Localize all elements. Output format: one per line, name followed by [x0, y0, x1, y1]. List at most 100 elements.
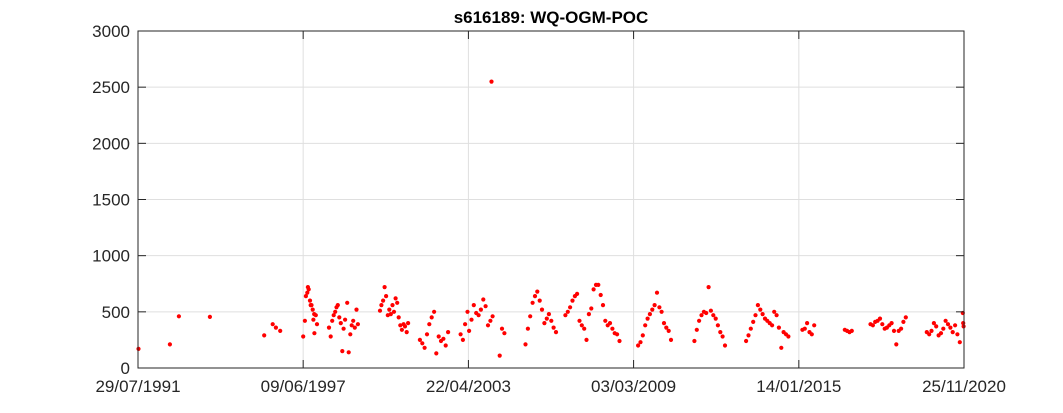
data-point [432, 309, 437, 314]
data-point [478, 307, 483, 312]
data-point [615, 332, 620, 337]
y-tick-label: 500 [102, 303, 130, 322]
data-point [692, 338, 697, 344]
data-point [927, 332, 932, 337]
data-point [446, 330, 451, 335]
data-point [929, 328, 934, 333]
data-point [575, 291, 580, 296]
data-point [388, 312, 393, 317]
data-point [436, 334, 441, 339]
data-point [535, 289, 540, 294]
data-point [393, 296, 398, 301]
data-point [772, 309, 777, 314]
x-tick-label: 22/04/2003 [426, 377, 511, 396]
y-tick-label: 2500 [92, 78, 130, 97]
data-point [338, 321, 343, 326]
data-point [399, 327, 404, 332]
data-point [713, 316, 718, 321]
data-point [659, 309, 664, 314]
x-tick-label: 03/03/2009 [591, 377, 676, 396]
data-point [528, 314, 533, 319]
data-point [551, 325, 556, 330]
data-point [404, 330, 409, 335]
data-point [465, 309, 470, 314]
data-point [525, 326, 531, 331]
data-point [938, 331, 944, 336]
data-point [537, 298, 542, 303]
data-point [207, 314, 212, 319]
data-point [488, 318, 493, 323]
data-point [891, 328, 897, 333]
data-point [638, 340, 643, 345]
data-point [568, 305, 573, 310]
data-point [760, 312, 765, 317]
data-point [337, 315, 342, 320]
data-point [427, 322, 432, 327]
data-point [391, 309, 397, 314]
data-point [744, 338, 749, 344]
data-point [582, 326, 587, 331]
data-point [668, 337, 674, 342]
data-point [931, 321, 937, 326]
data-point [460, 337, 465, 342]
data-point [345, 300, 350, 305]
x-tick-label: 25/11/2020 [922, 377, 1006, 396]
data-point [549, 318, 554, 323]
data-point [395, 300, 400, 305]
data-point [661, 321, 667, 326]
data-point [779, 345, 784, 350]
data-point [877, 316, 883, 321]
data-point [542, 321, 547, 326]
data-point [343, 317, 348, 322]
data-point [406, 321, 411, 326]
data-point [586, 312, 592, 317]
data-point [647, 312, 653, 317]
data-point [354, 307, 359, 312]
data-point [607, 321, 613, 326]
data-point [489, 79, 494, 84]
data-point [589, 306, 594, 311]
data-point [579, 323, 584, 328]
data-point [955, 332, 960, 337]
data-point [417, 337, 422, 342]
data-point [694, 327, 699, 332]
data-point [328, 334, 333, 339]
data-point [390, 303, 395, 308]
data-point [485, 323, 491, 328]
data-point [167, 342, 172, 347]
data-point [657, 305, 662, 310]
data-point [636, 343, 641, 348]
data-point [805, 321, 810, 326]
data-point [666, 328, 671, 333]
data-point [333, 309, 338, 314]
data-point [382, 285, 387, 290]
data-point [532, 294, 538, 299]
data-point [903, 315, 908, 320]
data-point [377, 308, 383, 313]
data-point [546, 312, 552, 317]
data-point [889, 321, 894, 326]
data-point [330, 318, 335, 323]
data-point [490, 314, 495, 319]
data-point [381, 298, 386, 303]
data-point [481, 297, 486, 302]
data-point [301, 334, 306, 339]
data-point [544, 316, 549, 321]
data-point [335, 303, 340, 308]
data-point [617, 338, 622, 344]
data-point [434, 351, 439, 356]
data-point [310, 307, 315, 312]
data-point [384, 294, 389, 299]
data-point [894, 342, 899, 347]
data-point [530, 300, 535, 305]
data-point [303, 294, 308, 299]
data-point [396, 315, 401, 320]
y-tick-label: 1000 [92, 247, 130, 266]
data-point [934, 324, 939, 329]
data-point [302, 318, 307, 323]
data-point [948, 325, 953, 330]
data-point [880, 322, 885, 327]
data-point [502, 331, 507, 336]
data-point [379, 303, 384, 308]
data-point [722, 343, 728, 348]
